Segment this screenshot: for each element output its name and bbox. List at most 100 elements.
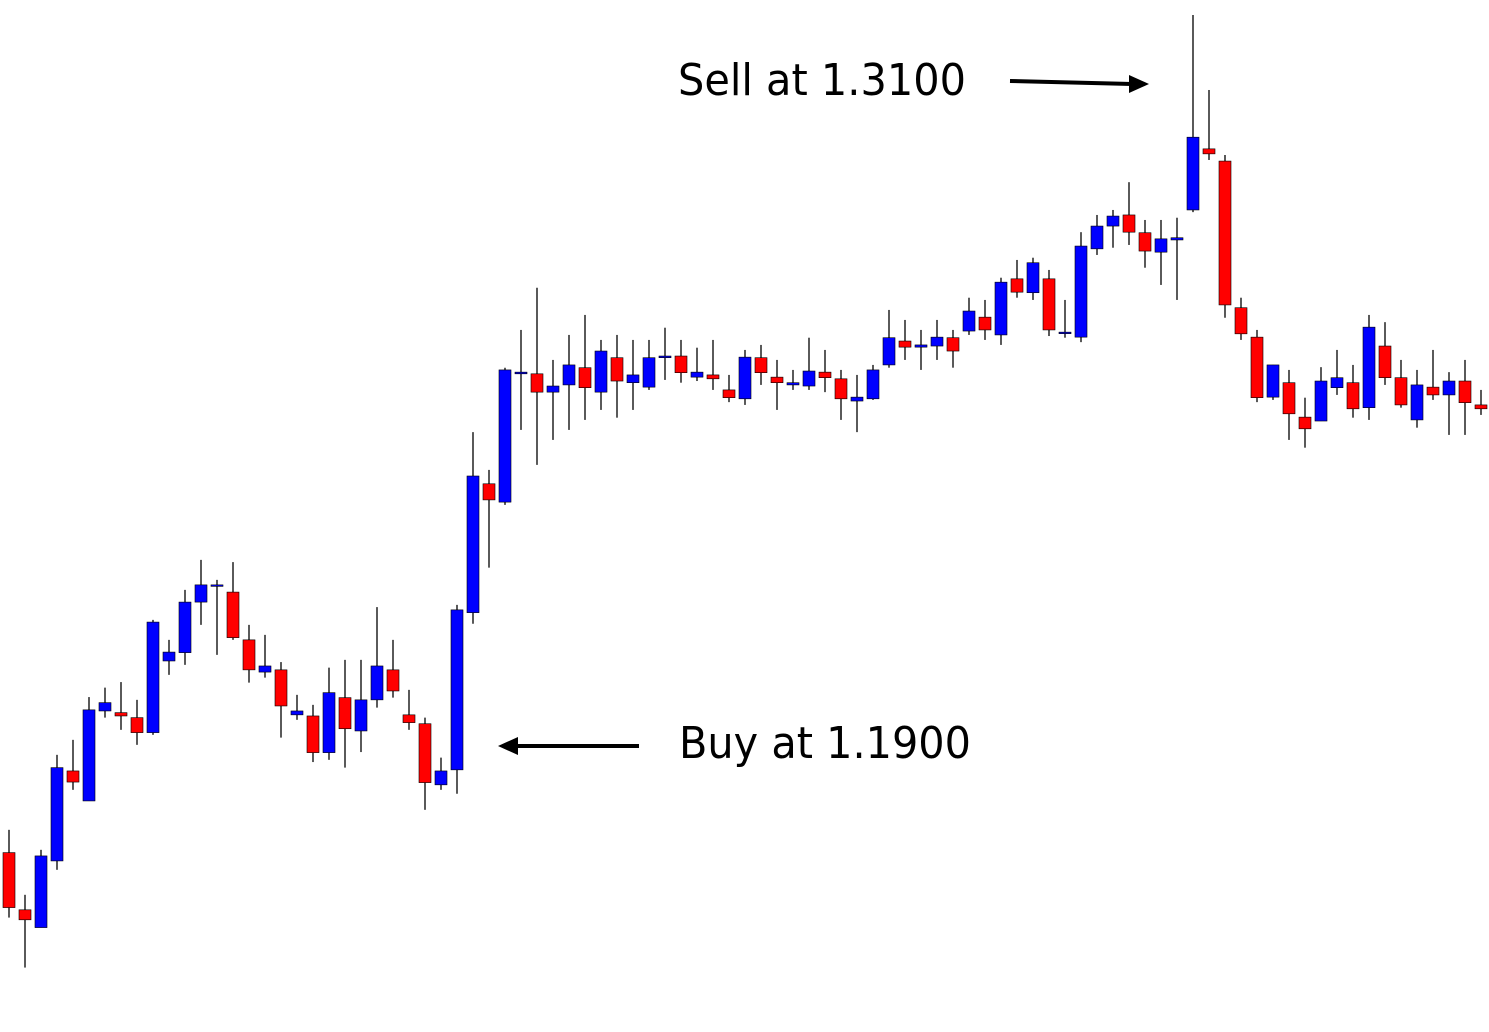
candle-body bbox=[1442, 380, 1456, 396]
candle-body bbox=[498, 369, 512, 503]
candle-body bbox=[914, 344, 928, 348]
candle-body bbox=[434, 770, 448, 786]
candle-body bbox=[338, 697, 352, 730]
candle-body bbox=[802, 370, 816, 387]
candle-body bbox=[114, 712, 128, 717]
candle-body bbox=[562, 364, 576, 386]
candle-body bbox=[418, 723, 432, 783]
candle-body bbox=[82, 709, 96, 802]
candle-body bbox=[146, 621, 160, 733]
candle-body bbox=[242, 639, 256, 671]
candle-body bbox=[178, 601, 192, 653]
candle-body bbox=[98, 702, 112, 712]
candle-body bbox=[34, 855, 48, 928]
candle-body bbox=[1474, 404, 1488, 410]
arrow-head bbox=[1129, 75, 1149, 93]
candle-body bbox=[1250, 336, 1264, 398]
candle-body bbox=[1090, 225, 1104, 250]
candle-body bbox=[1394, 377, 1408, 406]
candle-body bbox=[1298, 416, 1312, 430]
buy-arrow bbox=[498, 737, 639, 755]
candle-body bbox=[1138, 232, 1152, 252]
candle-body bbox=[386, 669, 400, 692]
candle-body bbox=[1186, 136, 1200, 211]
candle-body bbox=[354, 699, 368, 732]
candle-body bbox=[1010, 278, 1024, 293]
candle-body bbox=[1154, 238, 1168, 253]
candle-body bbox=[1122, 214, 1136, 233]
candle-body bbox=[1234, 307, 1248, 335]
candle-body bbox=[866, 369, 880, 400]
candle-body bbox=[1314, 380, 1328, 422]
candle-body bbox=[130, 717, 144, 733]
candle-body bbox=[1362, 326, 1376, 408]
candle-body bbox=[1058, 331, 1072, 334]
candle-body bbox=[1410, 384, 1424, 421]
candle-body bbox=[1282, 382, 1296, 415]
candle-body bbox=[162, 651, 176, 662]
candles bbox=[2, 14, 1488, 968]
candle-body bbox=[1170, 237, 1184, 241]
candle-body bbox=[322, 692, 336, 753]
candle-body bbox=[578, 367, 592, 388]
candle-body bbox=[770, 376, 784, 383]
candle-body bbox=[722, 389, 736, 398]
candle-body bbox=[882, 337, 896, 366]
candle-body bbox=[1074, 245, 1088, 338]
candle-body bbox=[210, 584, 224, 587]
candle-body bbox=[194, 584, 208, 603]
candle-body bbox=[1202, 148, 1216, 155]
sell-annotation: Sell at 1.3100 bbox=[678, 55, 966, 106]
candle-body bbox=[786, 382, 800, 386]
candle-body bbox=[930, 336, 944, 347]
candle-body bbox=[754, 357, 768, 373]
candle-body bbox=[50, 767, 64, 862]
buy-annotation: Buy at 1.1900 bbox=[679, 718, 971, 769]
candle-body bbox=[402, 714, 416, 723]
candle-body bbox=[546, 385, 560, 393]
candle-body bbox=[530, 373, 544, 393]
candle-body bbox=[274, 669, 288, 707]
arrow-head bbox=[498, 737, 518, 755]
candle-body bbox=[946, 337, 960, 352]
candle-body bbox=[2, 852, 16, 908]
candle-body bbox=[626, 374, 640, 383]
candle-body bbox=[466, 475, 480, 613]
candle-body bbox=[690, 371, 704, 378]
candle-body bbox=[514, 371, 528, 375]
candle-body bbox=[850, 396, 864, 402]
candle-body bbox=[306, 715, 320, 753]
candle-body bbox=[1106, 215, 1120, 227]
candle-body bbox=[482, 483, 496, 501]
candle-body bbox=[594, 350, 608, 393]
candle-body bbox=[1042, 278, 1056, 331]
candle-body bbox=[66, 770, 80, 783]
candle-body bbox=[1330, 377, 1344, 388]
candle-body bbox=[898, 340, 912, 348]
candle-body bbox=[258, 665, 272, 673]
candle-body bbox=[962, 310, 976, 332]
candle-body bbox=[1218, 160, 1232, 306]
candle-body bbox=[978, 316, 992, 331]
candle-body bbox=[290, 710, 304, 716]
candle-body bbox=[1026, 262, 1040, 294]
sell-arrow bbox=[1009, 75, 1149, 93]
candle-body bbox=[1458, 380, 1472, 403]
candle-body bbox=[450, 609, 464, 771]
candle-body bbox=[706, 374, 720, 380]
candle-body bbox=[1426, 386, 1440, 396]
candle-body bbox=[1378, 345, 1392, 378]
candle-body bbox=[994, 281, 1008, 336]
candle-body bbox=[658, 355, 672, 359]
candle-body bbox=[818, 371, 832, 378]
candle-body bbox=[738, 356, 752, 400]
candle-body bbox=[642, 357, 656, 388]
candle-body bbox=[674, 355, 688, 373]
arrow-shaft bbox=[1009, 79, 1133, 86]
candle-body bbox=[1266, 364, 1280, 398]
candle-body bbox=[18, 909, 32, 921]
candle-body bbox=[370, 665, 384, 701]
